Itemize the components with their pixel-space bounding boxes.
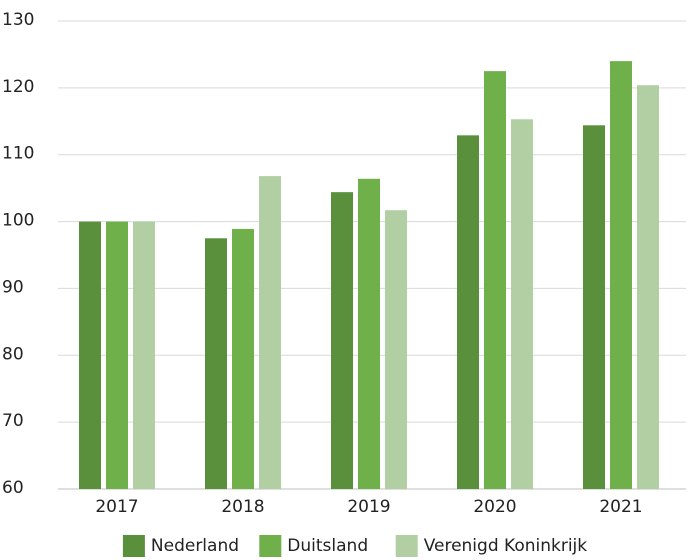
bar	[457, 135, 479, 489]
legend-label: Nederland	[151, 536, 239, 556]
bar	[205, 238, 227, 489]
bar	[133, 221, 155, 490]
x-tick-label: 2019	[347, 497, 390, 517]
x-tick-label: 2020	[473, 497, 516, 517]
bar	[106, 221, 128, 490]
legend-swatch	[395, 535, 418, 557]
x-tick-label: 2017	[95, 497, 138, 517]
y-tick-label: 130	[2, 10, 34, 30]
bar	[232, 228, 254, 489]
y-tick-label: 120	[2, 77, 34, 97]
x-tick-label: 2018	[221, 497, 264, 517]
y-tick-label: 100	[2, 211, 34, 231]
y-tick-label: 80	[2, 344, 24, 364]
bar	[610, 61, 632, 489]
bar	[331, 192, 353, 489]
bar	[637, 85, 659, 489]
x-tick-label: 2021	[599, 497, 642, 517]
bar	[358, 178, 380, 490]
legend-swatch	[259, 535, 282, 557]
legend-swatch	[122, 535, 145, 557]
bar	[583, 125, 605, 489]
y-tick-label: 70	[2, 411, 24, 431]
y-tick-label: 90	[2, 277, 24, 297]
legend-label: Duitsland	[287, 536, 368, 556]
bar	[259, 176, 281, 489]
bar	[511, 119, 533, 489]
bar	[385, 210, 407, 489]
bar	[79, 221, 101, 490]
legend-label: Verenigd Koninkrijk	[424, 536, 588, 556]
y-tick-label: 110	[2, 144, 34, 164]
y-tick-label: 60	[2, 478, 24, 498]
bar	[484, 71, 506, 490]
